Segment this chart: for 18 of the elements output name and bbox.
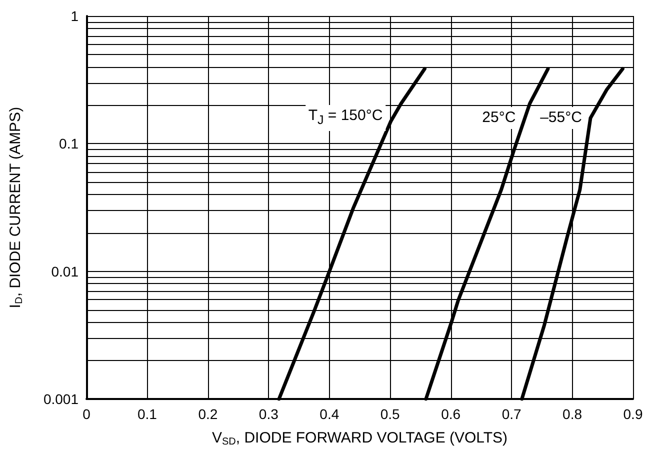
- series-label: 25°C: [479, 106, 519, 129]
- y-tick-label: 0.001: [43, 391, 79, 407]
- x-tick-label: 0.2: [198, 406, 218, 422]
- series-label: –55°C: [537, 106, 585, 129]
- x-tick-label: 0.1: [137, 406, 158, 422]
- x-tick-label: 0.8: [562, 406, 582, 422]
- x-tick-label: 0: [82, 406, 91, 422]
- series-label: T$_{J}$ = 150°C: [305, 104, 386, 131]
- x-tick-label: 0.6: [441, 406, 461, 422]
- y-tick-label: 1: [70, 8, 79, 24]
- y-axis-title: ID, DIODE CURRENT (AMPS): [7, 106, 25, 308]
- y-tick-label: 0.01: [51, 263, 79, 280]
- x-tick-label: 0.9: [623, 406, 643, 422]
- x-tick-label: 0.7: [502, 406, 522, 422]
- x-tick-label: 0.3: [258, 406, 279, 422]
- x-tick-label: 0.5: [380, 406, 400, 422]
- y-tick-label: 0.1: [59, 136, 79, 152]
- x-tick-label: 0.4: [320, 406, 340, 422]
